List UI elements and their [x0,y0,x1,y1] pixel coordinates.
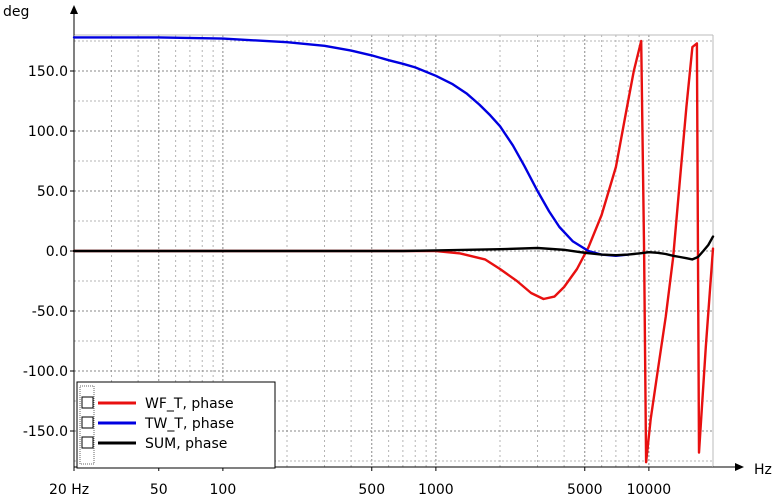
legend-label: WF_T, phase [145,396,234,412]
x-tick-label: 20 Hz [49,482,89,498]
series-line-1 [72,36,630,258]
legend-label: SUM, phase [145,436,227,452]
legend-checkbox[interactable] [81,396,94,409]
legend-checkbox[interactable] [81,436,94,449]
x-tick-label: 50 [150,482,168,498]
x-axis-arrow [735,463,744,471]
legend: WF_T, phase TW_T, phase SUM, phase [76,381,276,469]
legend-checkbox[interactable] [81,416,94,429]
series-line-2 [72,235,715,261]
x-axis-unit-label: Hz [754,462,772,478]
x-tick-label: 10000 [627,482,672,498]
x-tick-label: 100 [210,482,237,498]
y-tick-label: -100.0 [23,364,68,380]
legend-box [76,381,276,469]
series-lines [72,36,715,464]
x-tick-label: 500 [358,482,385,498]
y-tick-label: 0.0 [46,244,68,260]
y-axis-arrow [70,5,78,14]
legend-label: TW_T, phase [144,416,234,432]
y-tick-label: -150.0 [23,424,68,440]
y-tick-label: -50.0 [32,304,68,320]
series-line-0 [72,39,715,464]
y-tick-labels: 150.0 100.0 50.0 0.0 -50.0 -100.0 -150.0 [23,64,68,440]
y-axis-unit-label: deg [3,4,29,20]
x-tick-label: 1000 [418,482,454,498]
x-tick-label: 5000 [567,482,603,498]
legend-handle [79,385,95,465]
y-tick-label: 100.0 [28,124,68,140]
y-tick-label: 50.0 [37,184,68,200]
y-tick-label: 150.0 [28,64,68,80]
x-tick-labels: 20 Hz 50 100 500 1000 5000 10000 [49,482,671,498]
